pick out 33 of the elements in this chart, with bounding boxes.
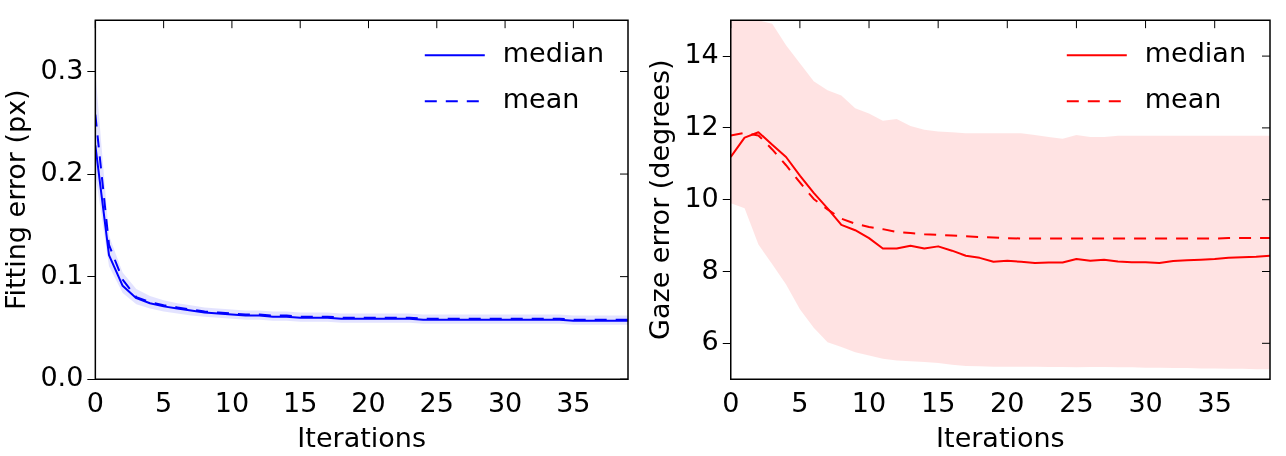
y-axis-title: Gaze error (degrees): [644, 59, 676, 340]
x-tick-label: 25: [419, 387, 454, 419]
x-tick-label: 35: [1197, 387, 1232, 419]
x-tick-label: 5: [155, 387, 173, 419]
y-axis-title: Fitting error (px): [0, 89, 32, 311]
x-tick-label: 20: [990, 387, 1025, 419]
legend-label: mean: [1144, 83, 1222, 115]
y-tick-label: 6: [701, 325, 719, 357]
x-tick-label: 15: [920, 387, 956, 419]
legend-label: median: [502, 37, 605, 69]
x-tick-label: 0: [86, 387, 104, 419]
legend-label: mean: [502, 83, 580, 115]
y-tick-label: 10: [684, 181, 719, 213]
y-tick-label: 0.0: [40, 361, 84, 393]
x-tick-label: 30: [1128, 387, 1163, 419]
x-tick-label: 25: [1059, 387, 1094, 419]
x-tick-label: 0: [722, 387, 740, 419]
y-tick-label: 14: [684, 38, 719, 70]
x-tick-label: 35: [556, 387, 591, 419]
x-tick-label: 20: [351, 387, 386, 419]
y-tick-label: 0.1: [40, 258, 84, 290]
legend-label: median: [1144, 37, 1247, 69]
x-axis-title: Iterations: [936, 421, 1065, 453]
y-tick-label: 8: [701, 253, 719, 285]
y-tick-label: 0.2: [40, 156, 84, 188]
x-tick-label: 10: [851, 387, 887, 419]
x-tick-label: 10: [214, 387, 250, 419]
y-tick-label: 0.3: [40, 53, 84, 85]
x-tick-label: 5: [791, 387, 809, 419]
x-axis-title: Iterations: [297, 421, 426, 453]
x-tick-label: 30: [487, 387, 523, 419]
x-tick-label: 15: [283, 387, 318, 419]
y-tick-label: 12: [684, 109, 719, 141]
